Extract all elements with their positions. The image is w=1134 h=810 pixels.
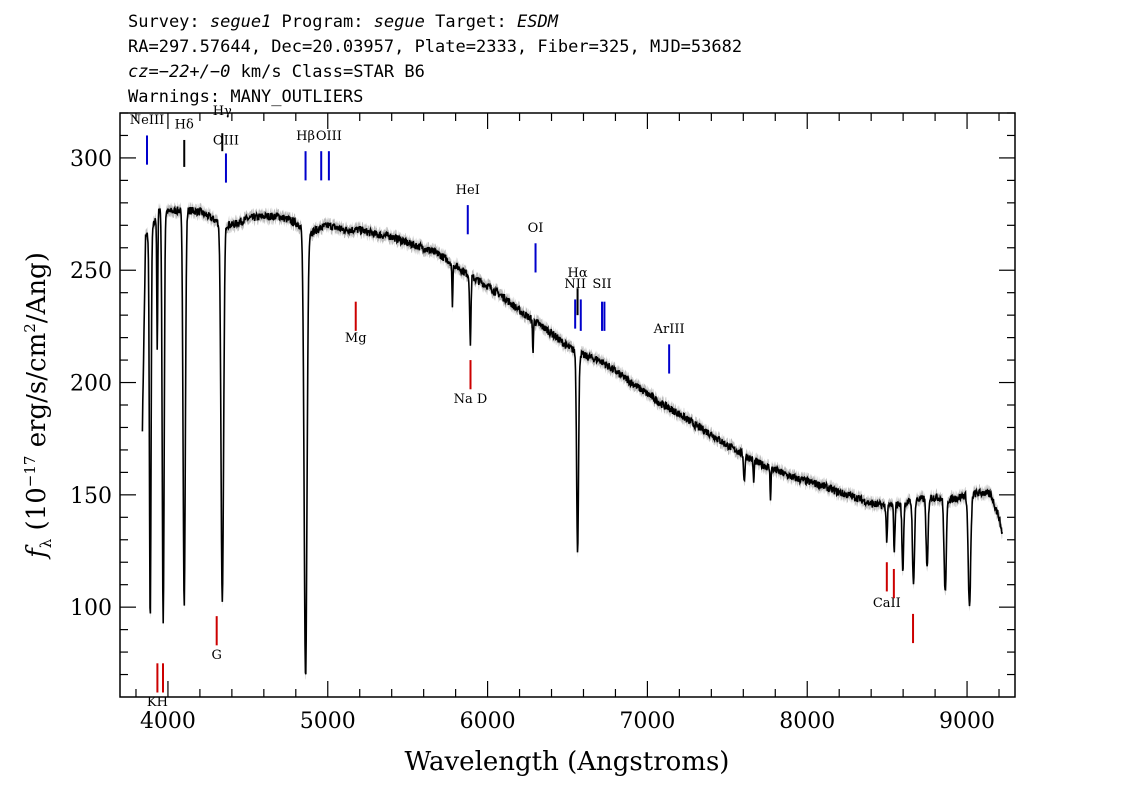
- y-tick-label: 300: [70, 147, 112, 172]
- x-tick-label: 7000: [619, 709, 675, 734]
- line-marker-label: NII: [564, 277, 586, 292]
- header-line-3: cz=−22+/−0 km/s Class=STAR B6: [128, 62, 425, 82]
- x-tick-label: 4000: [140, 709, 196, 734]
- line-marker-label: Na D: [454, 392, 488, 407]
- y-tick-label: 250: [70, 259, 112, 284]
- cz-key: cz=: [128, 62, 159, 82]
- line-marker-label: Hα: [568, 266, 588, 281]
- line-marker-label: HeI: [456, 183, 480, 198]
- x-tick-label: 5000: [300, 709, 356, 734]
- spectrum-line: [141, 205, 1003, 675]
- y-tick-label: 200: [70, 372, 112, 397]
- cz-value: −22+/−0: [158, 62, 231, 82]
- line-marker-label: OIII: [213, 133, 239, 148]
- x-tick-label: 9000: [939, 709, 995, 734]
- line-marker-label: Hδ: [175, 118, 194, 133]
- y-axis-title: fλ (10−17 erg/s/cm2/Ang): [21, 252, 55, 560]
- line-marker-label: CaII: [873, 596, 901, 611]
- axes-layer: 4000 5000 6000 7000 8000 9000 100 150 200 250 300: [70, 112, 1016, 734]
- x-tick-label: 8000: [779, 709, 835, 734]
- x-axis-title: Wavelength (Angstroms): [405, 747, 730, 777]
- line-marker-label: OI: [528, 221, 544, 236]
- y-tick-label: 150: [70, 484, 112, 509]
- line-marker-label: Hγ: [213, 104, 232, 119]
- line-marker-label: G: [211, 648, 221, 663]
- line-marker-label: SII: [592, 277, 611, 292]
- program-value: segue: [373, 12, 425, 32]
- survey-key: Survey:: [128, 12, 210, 32]
- survey-value: segue1: [209, 12, 272, 32]
- y-tick-label: 100: [70, 596, 112, 621]
- class-text: km/s Class=STAR B6: [230, 62, 425, 82]
- target-value: ESDM: [516, 12, 558, 32]
- header-line-4: Warnings: MANY_OUTLIERS: [128, 87, 364, 107]
- header-line-1: Survey: segue1 Program: segue Target: ES…: [128, 12, 558, 32]
- x-tick-label: 6000: [460, 709, 516, 734]
- line-marker-label: NeIII: [130, 113, 164, 128]
- header-line-2: RA=297.57644, Dec=20.03957, Plate=2333, …: [128, 37, 743, 57]
- line-marker-label: ArIII: [653, 322, 685, 337]
- program-key: Program:: [271, 12, 374, 32]
- line-marker-label: Hβ: [296, 129, 315, 144]
- spectrum-layer: [141, 205, 1003, 675]
- target-key: Target:: [424, 12, 517, 32]
- line-marker-label: KH: [147, 695, 168, 710]
- line-marker-label: Mg: [345, 331, 367, 346]
- line-marker-label: OIII: [316, 129, 342, 144]
